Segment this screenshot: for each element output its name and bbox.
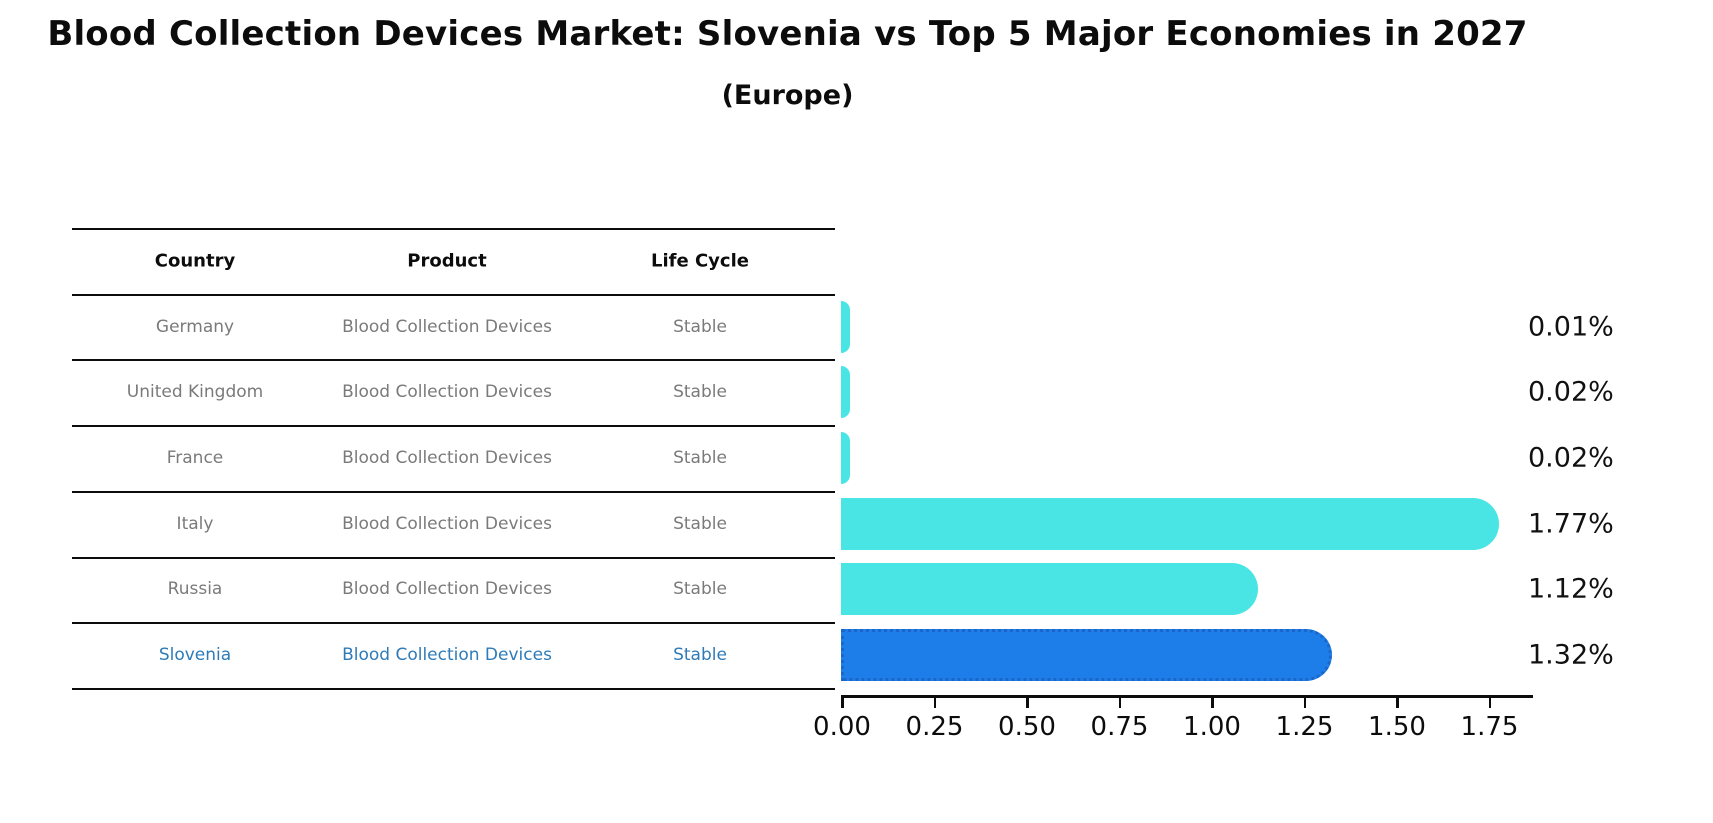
x-axis-tick-label: 1.75: [1460, 712, 1519, 742]
x-axis-tick: [1026, 697, 1029, 708]
x-axis-tick: [1211, 697, 1214, 708]
table-top-rule: [72, 228, 835, 230]
table-row-rule: [72, 293, 835, 296]
column-header-product: Product: [407, 250, 487, 272]
bar: [841, 497, 1499, 550]
table-cell-life-cycle: Stable: [673, 316, 727, 337]
table-row-rule: [72, 556, 835, 559]
table-cell-product: Blood Collection Devices: [342, 579, 552, 600]
table-cell-life-cycle: Stable: [673, 382, 727, 403]
x-axis-tick: [1488, 697, 1491, 708]
bar: [841, 563, 1258, 616]
bar-value-label: 0.02%: [1528, 376, 1614, 408]
x-axis-tick-label: 0.25: [905, 712, 964, 742]
table-cell-product: Blood Collection Devices: [342, 447, 552, 468]
bar-value-label: 0.02%: [1528, 442, 1614, 474]
table-row-rule: [72, 687, 835, 690]
table-cell-country: Germany: [155, 316, 235, 337]
x-axis-line: [841, 695, 1533, 698]
table-cell-country: United Kingdom: [126, 382, 264, 403]
table-cell-product: Blood Collection Devices: [342, 645, 552, 666]
chart-title: Blood Collection Devices Market: Sloveni…: [47, 14, 1528, 54]
bar: [841, 366, 850, 419]
table-cell-country: Italy: [176, 513, 214, 534]
bar-value-label: 1.12%: [1528, 573, 1614, 605]
table-row-rule: [72, 359, 835, 362]
x-axis-tick: [1303, 697, 1306, 708]
table-cell-product: Blood Collection Devices: [342, 316, 552, 337]
x-axis-tick-label: 0.75: [1090, 712, 1149, 742]
table-cell-life-cycle: Stable: [673, 447, 727, 468]
x-axis-tick: [933, 697, 936, 708]
bar-value-label: 0.01%: [1528, 311, 1614, 343]
x-axis-tick: [841, 697, 844, 708]
table-cell-country: Russia: [167, 579, 223, 600]
table-cell-life-cycle: Stable: [673, 579, 727, 600]
chart-subtitle: (Europe): [721, 80, 854, 111]
table-cell-product: Blood Collection Devices: [342, 513, 552, 534]
x-axis-tick-label: 1.25: [1275, 712, 1334, 742]
bar-value-label: 1.32%: [1528, 639, 1614, 671]
bar-highlight-slovenia: [841, 629, 1332, 682]
x-axis-tick: [1396, 697, 1399, 708]
column-header-life-cycle: Life Cycle: [651, 250, 749, 272]
bar: [841, 431, 850, 484]
x-axis-tick-label: 1.00: [1183, 712, 1241, 742]
table-row-rule: [72, 490, 835, 493]
table-row-rule: [72, 622, 835, 625]
table-cell-life-cycle: Stable: [673, 513, 727, 534]
table-cell-country: France: [166, 447, 224, 468]
x-axis-tick-label: 0.00: [813, 712, 871, 742]
x-axis-tick-label: 0.50: [998, 712, 1056, 742]
table-cell-life-cycle: Stable: [673, 645, 727, 666]
table-cell-country: Slovenia: [158, 645, 232, 666]
bar: [841, 300, 850, 353]
x-axis-tick-label: 1.50: [1368, 712, 1426, 742]
column-header-country: Country: [154, 250, 236, 272]
table-cell-product: Blood Collection Devices: [342, 382, 552, 403]
bar-value-label: 1.77%: [1528, 508, 1614, 540]
table-row-rule: [72, 425, 835, 428]
x-axis-tick: [1118, 697, 1121, 708]
